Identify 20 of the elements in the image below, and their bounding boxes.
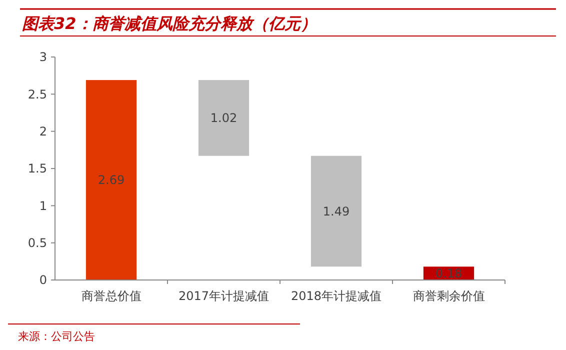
data-label: 1.49 — [322, 204, 350, 218]
x-tick-label: 商誉总价值 — [81, 289, 142, 303]
y-tick-label: 1.5 — [28, 162, 47, 176]
y-tick-label: 3 — [39, 50, 47, 64]
data-label: 1.02 — [210, 111, 238, 126]
bar — [198, 80, 250, 156]
source-note: 来源：公司公告 — [18, 330, 95, 343]
chart-title: 图表32：商誉减值风险充分释放（亿元） — [22, 14, 316, 33]
data-label: 0.18 — [435, 266, 462, 281]
x-tick-label: 2017年计提减值 — [178, 289, 270, 303]
data-label: 2.69 — [98, 173, 125, 188]
y-tick-label: 2.5 — [28, 87, 47, 102]
x-tick-label: 2018年计提减值 — [290, 289, 382, 303]
y-tick-label: 2 — [39, 124, 47, 139]
x-tick-label: 商誉剩余价值 — [412, 289, 485, 303]
bar — [310, 156, 362, 267]
y-tick-label: 1 — [39, 198, 47, 213]
y-tick-label: 0.5 — [28, 236, 47, 250]
y-tick-label: 0 — [39, 273, 47, 288]
bar — [86, 80, 137, 280]
